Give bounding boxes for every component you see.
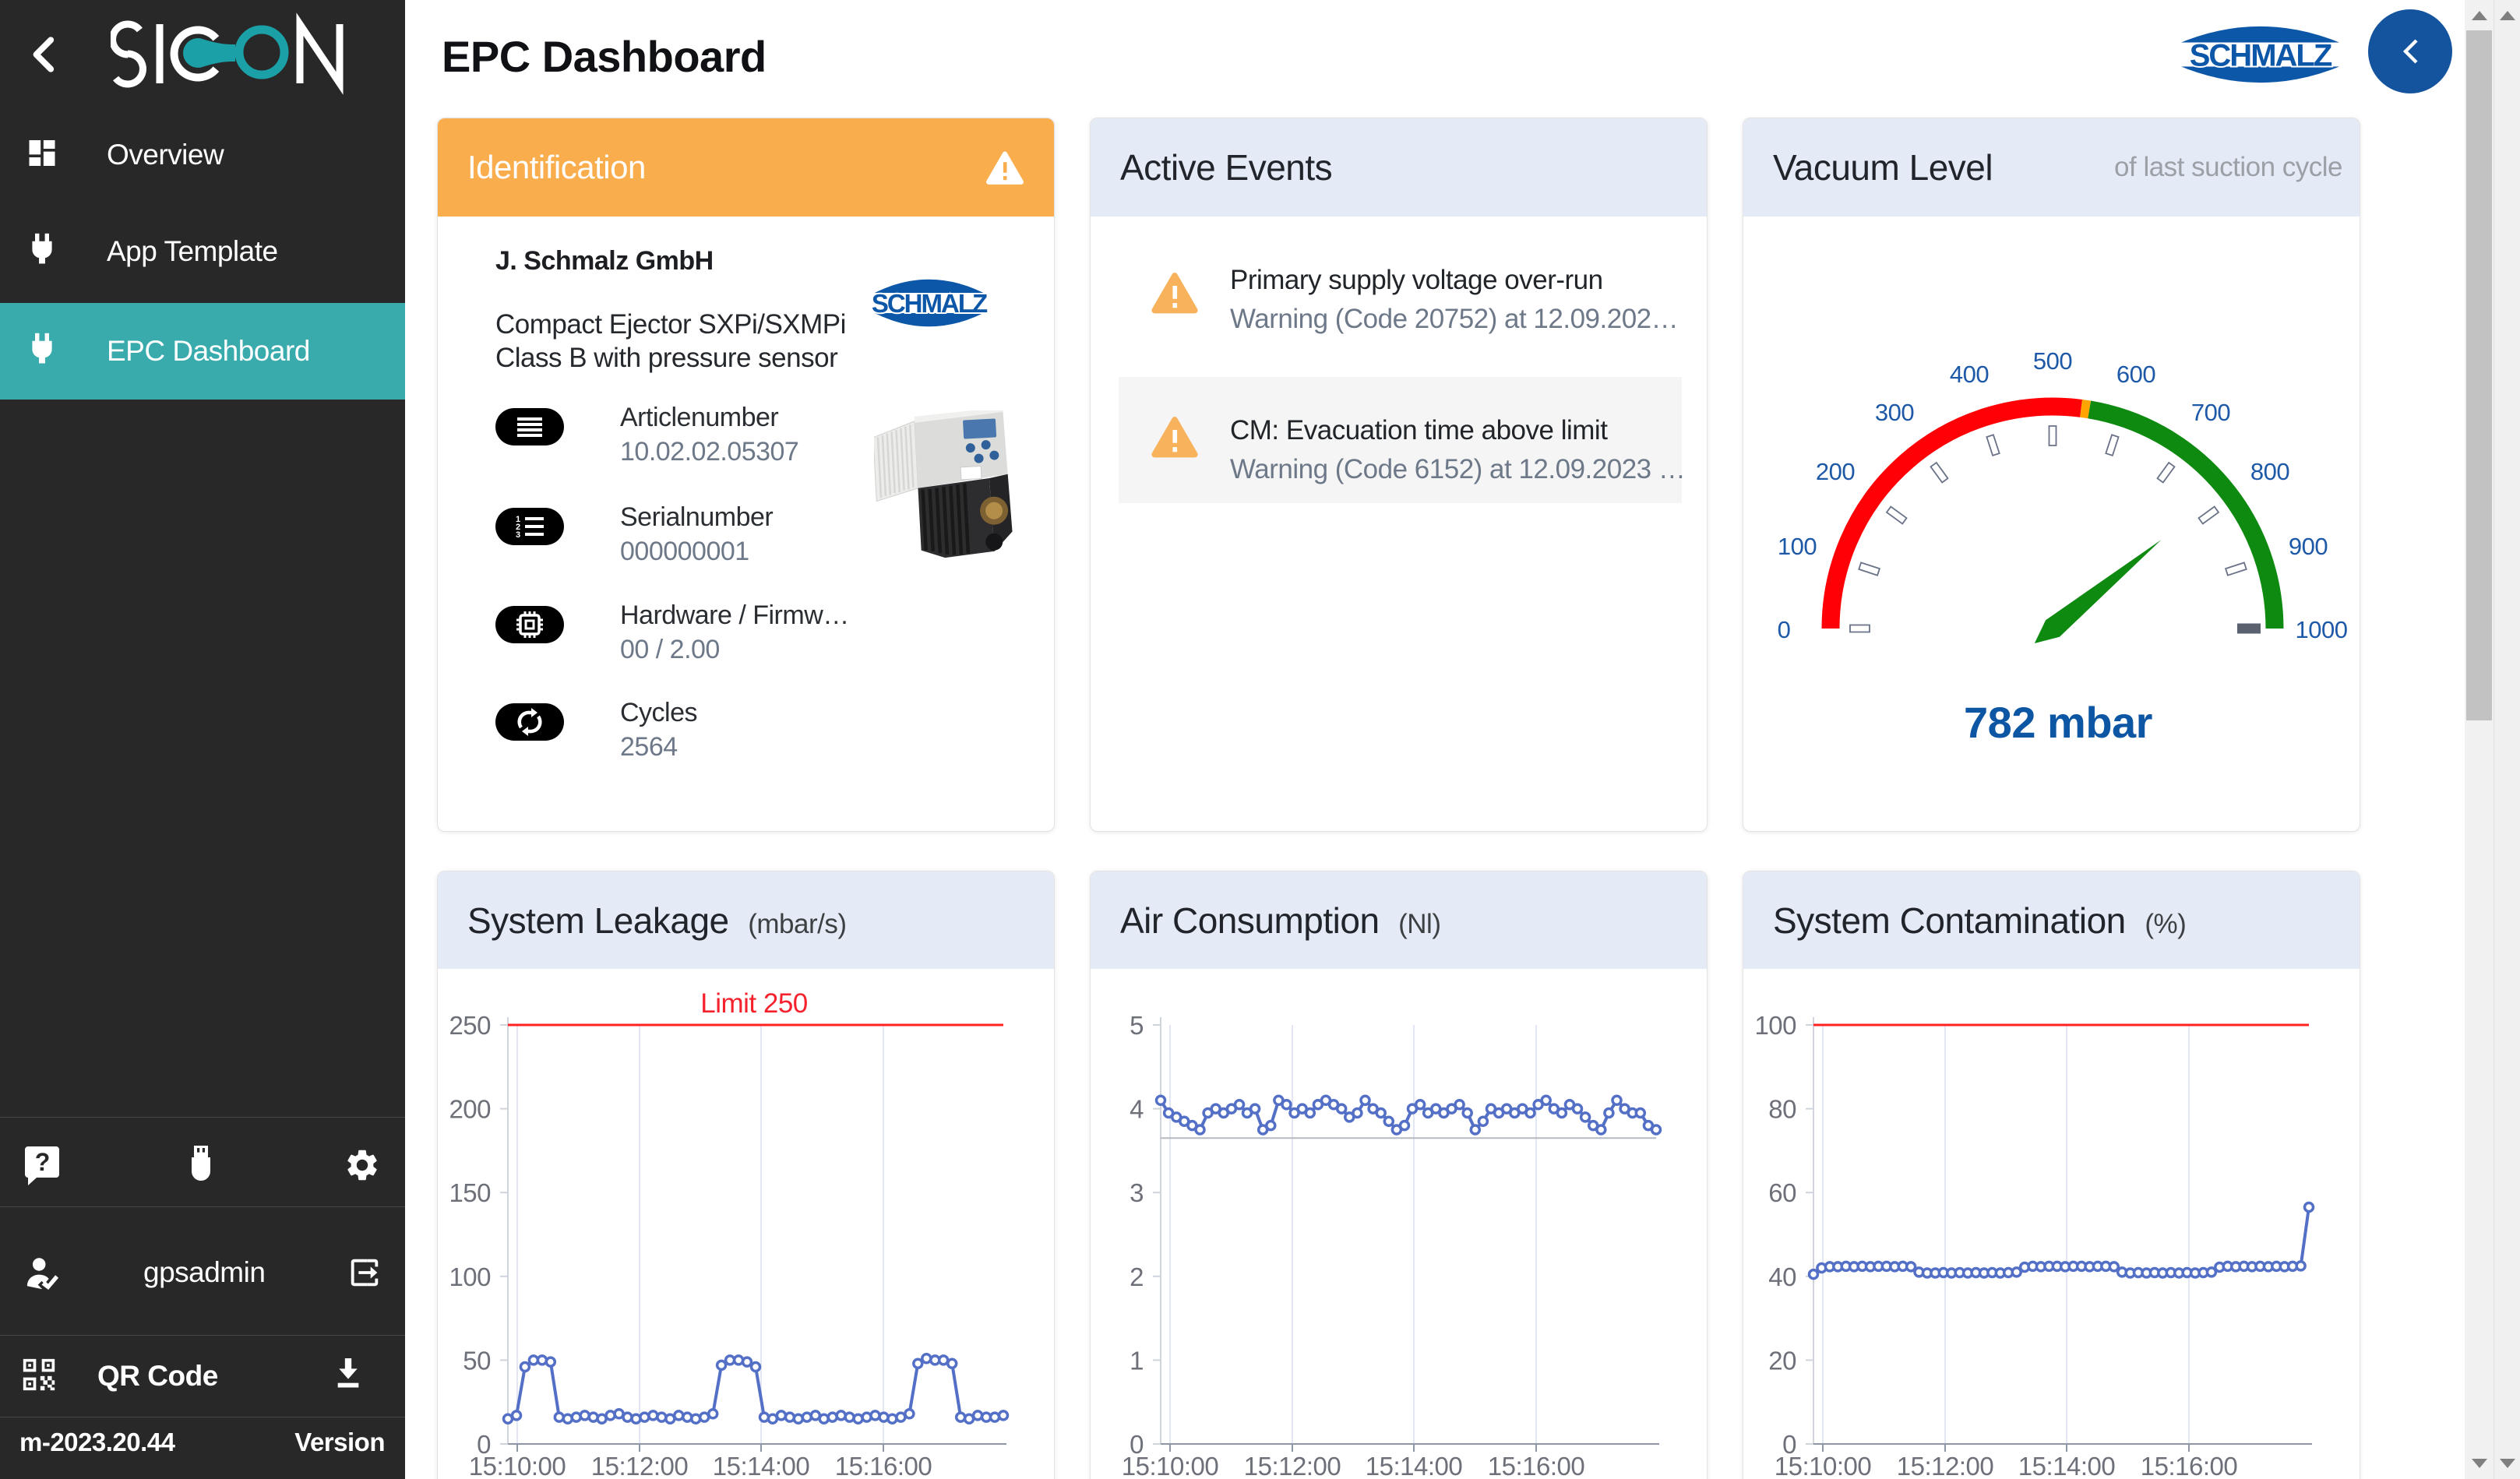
svg-text:200: 200: [449, 1095, 491, 1124]
svg-text:15:16:00: 15:16:00: [835, 1452, 932, 1479]
svg-text:15:14:00: 15:14:00: [1366, 1452, 1463, 1479]
svg-text:15:16:00: 15:16:00: [1488, 1452, 1585, 1479]
svg-text:150: 150: [449, 1178, 491, 1207]
svg-text:1000: 1000: [2296, 616, 2348, 643]
svg-text:40: 40: [1768, 1262, 1796, 1291]
svg-text:15:12:00: 15:12:00: [1244, 1452, 1341, 1479]
svg-text:3: 3: [516, 530, 520, 540]
svg-text:4: 4: [1130, 1095, 1144, 1124]
svg-text:15:12:00: 15:12:00: [1897, 1452, 1994, 1479]
svg-text:80: 80: [1768, 1095, 1796, 1124]
svg-text:200: 200: [1816, 458, 1855, 485]
svg-text:SCHMALZ: SCHMALZ: [2190, 38, 2332, 72]
svg-text:15:10:00: 15:10:00: [469, 1452, 566, 1479]
svg-text:700: 700: [2191, 399, 2230, 426]
svg-text:600: 600: [2116, 361, 2155, 388]
svg-text:SCHMALZ: SCHMALZ: [872, 289, 988, 318]
svg-text:20: 20: [1768, 1346, 1796, 1375]
svg-text:5: 5: [1130, 1011, 1144, 1040]
svg-text:15:14:00: 15:14:00: [2018, 1452, 2116, 1479]
svg-text:15:10:00: 15:10:00: [1122, 1452, 1219, 1479]
svg-text:60: 60: [1768, 1178, 1796, 1207]
svg-text:2: 2: [1130, 1262, 1144, 1291]
svg-text:?: ?: [35, 1148, 50, 1176]
svg-text:250: 250: [449, 1011, 491, 1040]
svg-text:Limit 250: Limit 250: [700, 988, 808, 1019]
svg-text:50: 50: [463, 1346, 491, 1375]
svg-text:300: 300: [1875, 399, 1914, 426]
svg-text:0: 0: [1130, 1430, 1144, 1459]
svg-text:0: 0: [477, 1430, 491, 1459]
svg-text:900: 900: [2289, 533, 2328, 560]
svg-text:400: 400: [1950, 361, 1989, 388]
svg-text:1: 1: [516, 515, 520, 524]
svg-text:15:14:00: 15:14:00: [713, 1452, 810, 1479]
svg-text:1: 1: [1130, 1346, 1144, 1375]
svg-text:100: 100: [449, 1262, 491, 1291]
svg-text:15:16:00: 15:16:00: [2141, 1452, 2238, 1479]
svg-text:782 mbar: 782 mbar: [1964, 698, 2152, 747]
svg-text:100: 100: [1754, 1011, 1796, 1040]
svg-text:500: 500: [2033, 347, 2072, 375]
svg-text:100: 100: [1778, 533, 1817, 560]
svg-text:2: 2: [516, 523, 520, 532]
svg-text:0: 0: [1778, 616, 1791, 643]
svg-text:0: 0: [1782, 1430, 1796, 1459]
svg-text:15:12:00: 15:12:00: [591, 1452, 689, 1479]
svg-text:15:10:00: 15:10:00: [1775, 1452, 1872, 1479]
svg-text:3: 3: [1130, 1178, 1144, 1207]
svg-text:800: 800: [2250, 458, 2289, 485]
